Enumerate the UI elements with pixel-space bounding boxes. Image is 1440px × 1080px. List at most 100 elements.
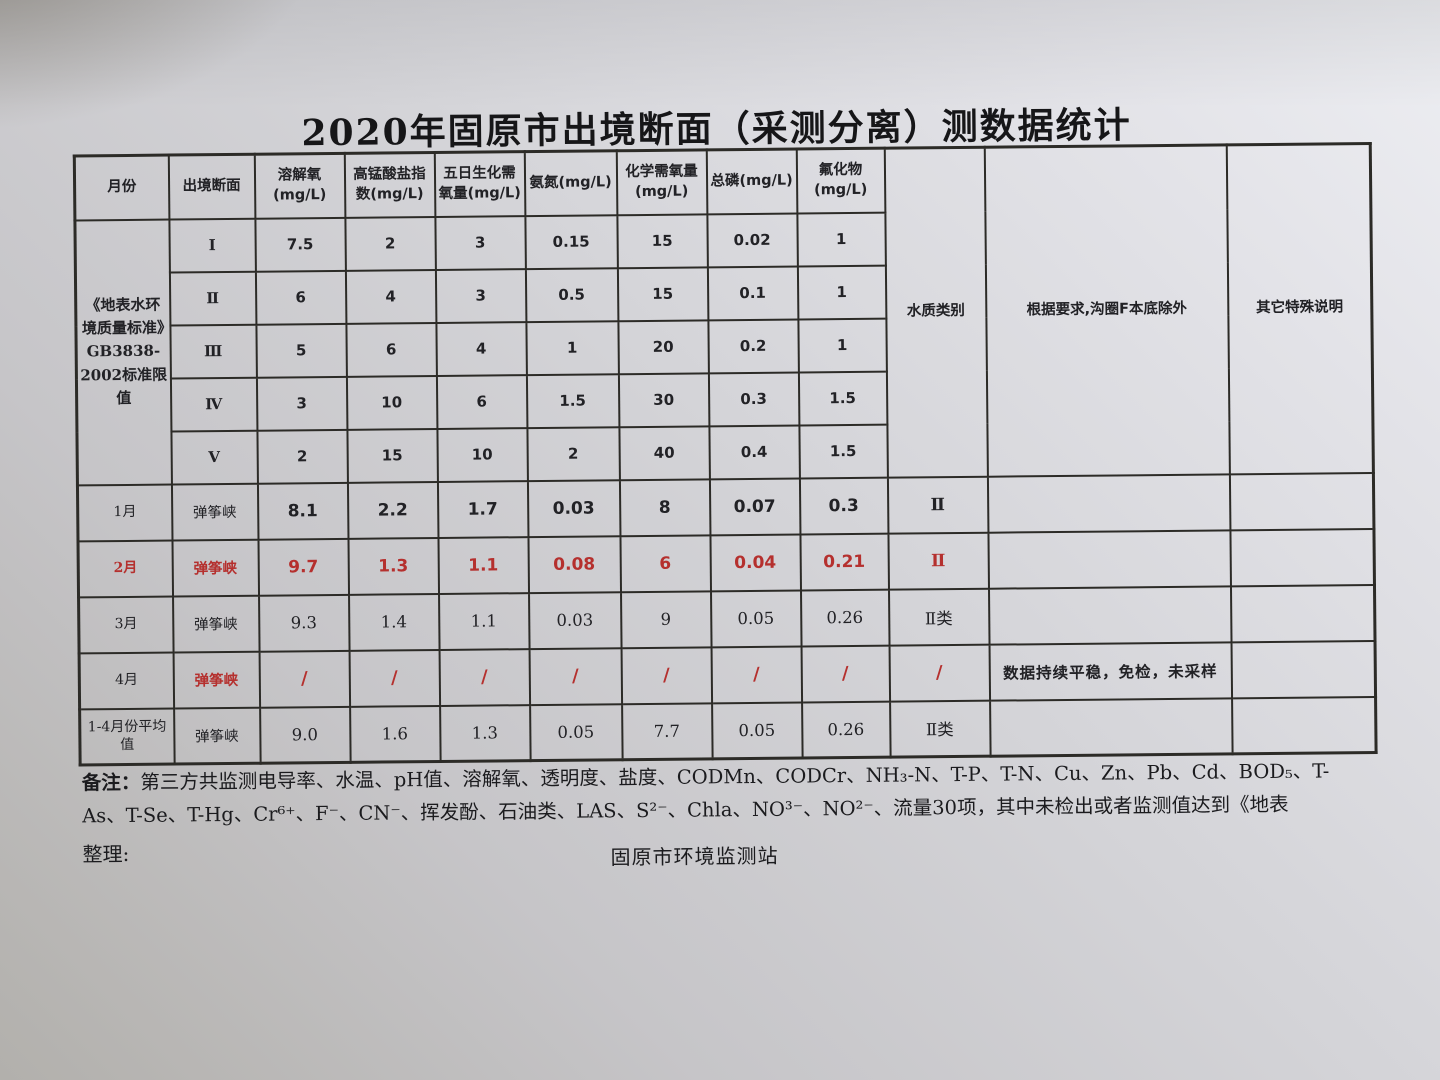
other-notes-cell [1231,640,1376,698]
month-cell: 2月 [77,540,173,597]
standard-value-cell: 0.2 [707,319,799,373]
standard-value-cell: 7.5 [254,217,346,272]
value-cell: 0.08 [527,535,621,593]
station-name: 固原市环境监测站 [610,843,779,870]
grade-cell: Ⅱ [169,271,256,326]
standard-value-cell: 1.5 [526,373,619,428]
standard-value-cell: 3 [256,376,347,431]
value-cell: 1.3 [439,704,531,762]
remarks-block: 备注：第三方共监测电导率、水温、pH值、溶解氧、透明度、盐度、CODMn、COD… [82,754,1375,832]
month-cell: 1月 [77,484,172,541]
requirement-cell [989,697,1233,757]
value-cell: 1.1 [438,592,530,650]
standard-value-cell: 4 [435,321,527,376]
col-header-month: 月份 [74,155,169,220]
standard-value-cell: 0.15 [524,214,618,269]
value-cell: 0.03 [528,591,622,649]
water-quality-table: 月份 出境断面 溶解氧 (mg/L) 高锰酸盐指数(mg/L) 五日生化需氧量(… [72,142,1378,767]
standard-value-cell: 4 [345,269,436,324]
standard-value-cell: 15 [616,213,708,268]
requirement-cell [988,585,1232,645]
value-cell: 7.7 [621,702,713,760]
col-header-permanganate: 高锰酸盐指数(mg/L) [344,152,435,218]
col-header-fluoride: 氟化物 (mg/L) [796,148,885,214]
other-notes-cell [1231,696,1377,754]
standard-value-cell: 1 [525,320,619,375]
value-cell: 0.05 [711,702,803,759]
value-cell: / [801,645,890,703]
standard-value-cell: 40 [618,425,710,480]
standard-value-cell: 10 [346,375,437,430]
quality-class-cell: Ⅱ [887,476,988,534]
standard-value-cell: 6 [436,374,527,429]
standard-value-cell: 10 [436,427,528,482]
value-cell: / [349,649,440,707]
standard-value-cell: 1.5 [798,371,887,426]
value-cell: / [711,646,802,703]
standard-value-cell: 20 [617,319,709,374]
value-cell: 1.7 [437,480,528,538]
header-row: 月份 出境断面 溶解氧 (mg/L) 高锰酸盐指数(mg/L) 五日生化需氧量(… [74,143,1374,478]
standard-value-cell: 30 [618,372,709,427]
standard-value-cell: 6 [345,322,437,377]
month-cell: 3月 [78,596,174,653]
other-notes-cell [1229,528,1375,586]
standard-value-cell: 1 [797,265,886,320]
requirement-cell: 数据持续平稳，免检，未采样 [989,641,1232,701]
grade-cell: Ⅲ [169,324,257,379]
standard-value-cell: 1 [797,318,887,373]
value-cell: / [621,646,712,704]
value-cell: 9.7 [257,538,349,596]
standard-value-cell: 0.3 [708,372,799,426]
section-cell: 弹筝峡 [172,595,260,653]
standard-limit-label: 《地表水环境质量标准》GB3838-2002标准限值 [74,219,172,485]
value-cell: 6 [619,534,711,592]
grade-cell: Ⅰ [168,218,256,273]
section-cell: 弹筝峡 [171,539,259,597]
organizer-label: 整理: [82,841,130,867]
value-cell: 9.0 [259,706,351,764]
month-cell: 1-4月份平均值 [79,708,175,765]
value-cell: 8.1 [257,482,348,540]
col-header-cod: 化学需氧量 (mg/L) [616,149,707,215]
section-cell: 弹筝峡 [173,707,261,765]
value-cell: 0.26 [800,589,890,647]
value-cell: 1.6 [349,705,441,763]
standard-value-cell: 2 [344,216,436,271]
month-row-average: 1-4月份平均值 弹筝峡 9.0 1.6 1.3 0.05 7.7 0.05 0… [79,696,1377,765]
value-cell: 0.04 [709,534,801,591]
value-cell: 0.21 [799,533,889,591]
value-cell: 0.05 [710,590,802,647]
value-cell: / [259,650,350,708]
standard-value-cell: 15 [617,266,708,321]
standard-value-cell: 1.5 [798,424,888,479]
value-cell: / [529,647,622,705]
standard-value-cell: 0.02 [706,213,798,267]
remark-label: 备注： [81,770,141,795]
value-cell: 1.3 [347,537,439,595]
col-header-phosphorus: 总磷(mg/L) [706,149,797,214]
col-header-dissolved-oxygen: 溶解氧 (mg/L) [254,153,345,219]
quality-class-cell: Ⅱ [887,532,989,590]
value-cell: 9 [620,590,712,648]
col-header-quality-class: 水质类别 [884,147,988,478]
col-header-bod5: 五日生化需氧量(mg/L) [434,151,525,217]
value-cell: 0.07 [709,478,800,535]
standard-value-cell: 1 [796,212,886,267]
col-header-ammonia: 氨氮(mg/L) [524,150,617,216]
quality-class-cell: / [889,644,990,702]
grade-cell: Ⅳ [170,377,257,432]
grade-cell: Ⅴ [170,430,258,485]
standard-value-cell: 15 [346,428,438,483]
col-header-section: 出境断面 [168,154,255,220]
standard-value-cell: 0.1 [707,266,798,320]
section-cell: 弹筝峡 [173,651,260,709]
month-cell: 4月 [79,652,174,709]
standard-value-cell: 0.4 [708,425,800,479]
quality-class-cell: Ⅱ类 [888,588,990,646]
requirement-cell [987,529,1231,589]
standard-value-cell: 2 [256,429,348,484]
col-header-requirement: 根据要求,沟圈F本底除外 [984,144,1230,477]
